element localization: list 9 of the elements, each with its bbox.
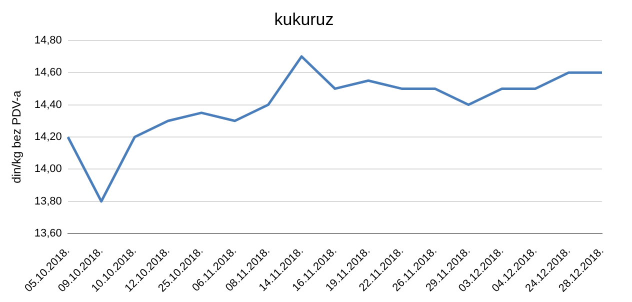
y-tick-label: 14,80: [34, 34, 62, 46]
y-tick-label: 13,60: [34, 228, 62, 240]
chart-title: kukuruz: [274, 10, 334, 29]
y-axis-title: din/kg bez PDV-a: [10, 90, 24, 184]
y-tick-label: 13,80: [34, 195, 62, 208]
y-tick-label: 14,60: [34, 66, 62, 79]
y-tick-label: 14,00: [34, 163, 62, 176]
y-tick-label: 14,20: [34, 131, 62, 144]
y-tick-label: 14,40: [34, 98, 62, 111]
